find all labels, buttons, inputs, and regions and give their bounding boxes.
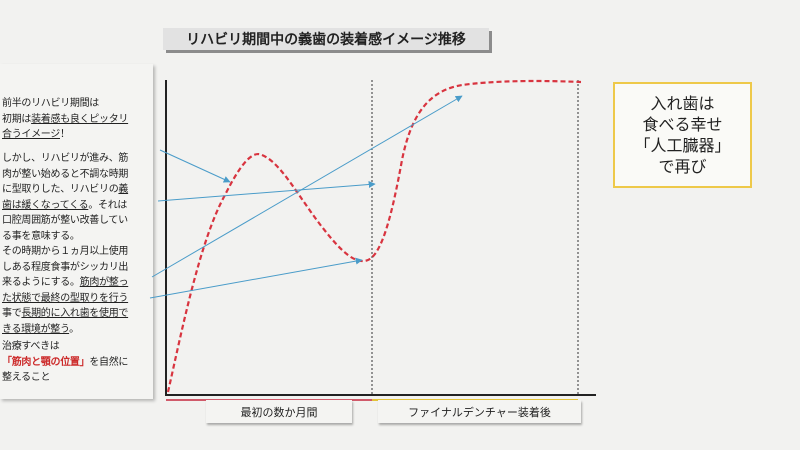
note-treatment-goal: 治療すべきは 「筋肉と顎の位置」を自然に 整えること xyxy=(2,339,152,386)
note-text: 治療すべきは xyxy=(2,341,60,352)
note-line: 歯は緩くなってくる。それは xyxy=(2,198,152,214)
note-line: 肉が整い始めると不調な時期 xyxy=(2,167,152,183)
note-text: 。 xyxy=(69,323,79,335)
note-text: 「筋肉と顎の位置」 xyxy=(2,356,90,368)
note-line: 初期は装着感も良くピッタリ xyxy=(2,112,152,128)
note-text: 肉が整い始めると不調な時期 xyxy=(2,168,129,180)
summary-line: 食べる幸せ xyxy=(642,115,723,134)
arrow-final-fit xyxy=(151,95,463,278)
note-text: 。それは xyxy=(88,199,128,211)
note-line: に型取りした、リハビリの義 xyxy=(2,182,152,198)
arrow-loosening xyxy=(157,181,376,202)
note-text: た状態で最終の型取りを行う xyxy=(2,292,129,304)
summary-box: 入れ歯は 食べる幸せ 「人工臓器」 で再び xyxy=(613,82,752,188)
note-text: 合うイメージ xyxy=(2,129,60,140)
note-text: 義 xyxy=(118,184,129,195)
note-text: 整えること xyxy=(2,372,51,383)
note-line: た状態で最終の型取りを行う xyxy=(2,291,152,307)
note-line: しある程度食事がシッカリ出 xyxy=(2,260,152,276)
note-line: 合うイメージ！ xyxy=(2,127,152,143)
summary-line: で再び xyxy=(658,157,707,176)
summary-line: 「人工臓器」 xyxy=(634,136,731,155)
note-text: しある程度食事がシッカリ出 xyxy=(2,261,129,273)
note-line: 「筋肉と顎の位置」を自然に xyxy=(2,355,152,371)
note-line: しかし、リハビリが進み、筋 xyxy=(2,151,152,167)
note-text: しかし、リハビリが進み、筋 xyxy=(2,153,129,164)
note-line: 前半のリハビリ期間は xyxy=(2,96,152,112)
note-text: 口腔周囲筋が整い改善してい xyxy=(2,215,128,226)
note-text: る事を意味する。 xyxy=(2,230,80,242)
note-line: 事で長期的に入れ歯を使用で xyxy=(2,306,152,322)
note-text: 筋肉が整っ xyxy=(79,277,129,288)
note-line: 来るようにする。筋肉が整っ xyxy=(2,275,152,291)
left-text-panel: 前半のリハビリ期間は 初期は装着感も良くピッタリ 合うイメージ！ しかし、リハビリが… xyxy=(0,64,153,399)
note-text: 長期的に入れ歯を使用で xyxy=(21,308,129,319)
diagram-title: リハビリ期間中の義歯の装着感イメージ推移 xyxy=(163,28,489,50)
note-line: る事を意味する。 xyxy=(2,229,152,245)
phase-label-initial-months: 最初の数か月間 xyxy=(206,400,352,423)
note-final-impression: その時期から１ヵ月以上使用 しある程度食事がシッカリ出 来るようにする。筋肉が整った… xyxy=(2,244,152,337)
note-early-fit: 前半のリハビリ期間は 初期は装着感も良くピッタリ 合うイメージ！ xyxy=(2,96,152,143)
note-line: 整えること xyxy=(2,370,152,386)
note-text: その時期から１ヵ月以上使用 xyxy=(2,246,129,257)
phase-label-final-denture: ファイナルデンチャー装着後 xyxy=(378,400,581,423)
note-line: 治療すべきは xyxy=(2,339,152,355)
note-text: 初期は xyxy=(2,113,32,125)
note-text: 前半のリハビリ期間は xyxy=(2,98,99,109)
arrow-readjustment xyxy=(149,257,363,299)
note-text: 来るようにする。 xyxy=(2,277,80,288)
note-text: を自然に xyxy=(89,356,129,368)
note-text: 事で xyxy=(2,308,22,319)
fit-curve xyxy=(166,79,582,393)
note-text: きる環境が整う xyxy=(2,323,70,335)
note-line: その時期から１ヵ月以上使用 xyxy=(2,244,152,260)
note-text: に型取りした、リハビリの xyxy=(2,184,119,195)
note-text: ！ xyxy=(60,129,70,140)
note-line: 口腔周囲筋が整い改善してい xyxy=(2,213,152,229)
arrow-early-fit xyxy=(159,149,231,183)
note-loosening: しかし、リハビリが進み、筋 肉が整い始めると不調な時期 に型取りした、リハビリの義歯… xyxy=(2,151,152,244)
note-text: 歯は緩くなってくる xyxy=(2,199,89,211)
note-text: 装着感も良くピッタリ xyxy=(31,113,129,125)
note-line: きる環境が整う。 xyxy=(2,322,152,338)
summary-line: 入れ歯は xyxy=(650,94,715,113)
